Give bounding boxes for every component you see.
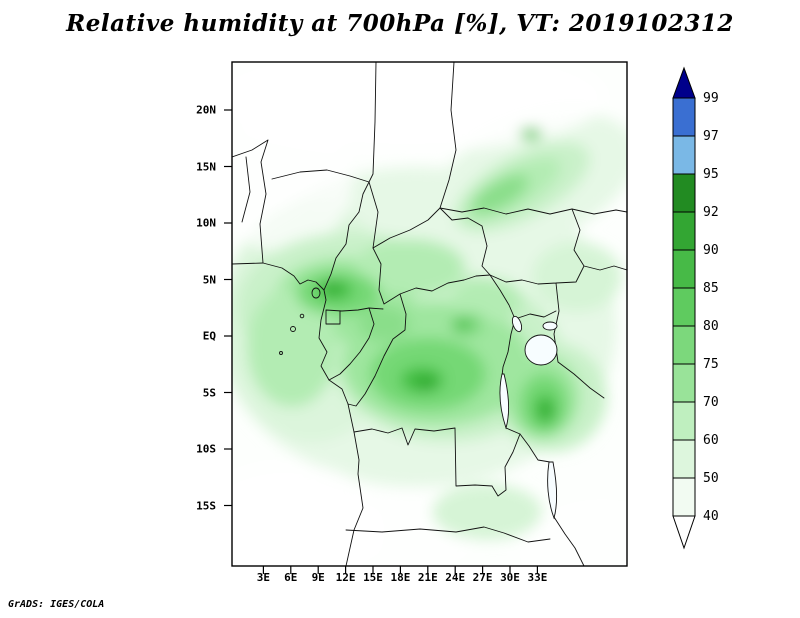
lon-label: 15E bbox=[363, 571, 383, 584]
colorbar-arrow-up bbox=[672, 66, 696, 99]
colorbar-label: 97 bbox=[703, 129, 719, 144]
coastline bbox=[232, 262, 364, 566]
colorbar-segment bbox=[672, 97, 696, 137]
colorbar-label: 50 bbox=[703, 471, 719, 486]
principe-island bbox=[299, 313, 305, 319]
colorbar-label: 85 bbox=[703, 281, 719, 296]
colorbar-segment bbox=[672, 249, 696, 289]
colorbar-label: 99 bbox=[703, 91, 719, 106]
islands bbox=[279, 287, 321, 355]
lon-label: 33E bbox=[527, 571, 548, 584]
map-border bbox=[231, 61, 628, 567]
colorbar: 99 97 95 92 90 85 80 75 70 60 50 40 bbox=[672, 66, 719, 550]
lake-albert bbox=[511, 315, 523, 333]
colorbar-label: 60 bbox=[703, 433, 719, 448]
lakes bbox=[499, 315, 558, 520]
attribution: GrADS: IGES/COLA bbox=[8, 599, 105, 610]
lat-axis: 20N 15N 10N 5N EQ 5S 10S 15S bbox=[178, 62, 224, 566]
annobon-island bbox=[279, 351, 283, 355]
lake-malawi bbox=[547, 461, 558, 520]
lat-label: 5S bbox=[202, 386, 216, 399]
colorbar-segment bbox=[672, 287, 696, 327]
colorbar-segment bbox=[672, 173, 696, 213]
borders-central bbox=[325, 207, 491, 407]
colorbar-segment bbox=[672, 363, 696, 403]
lon-label: 12E bbox=[335, 571, 356, 584]
colorbar-label: 75 bbox=[703, 357, 719, 372]
colorbar-label: 90 bbox=[703, 243, 719, 258]
lake-kyoga bbox=[542, 321, 558, 331]
borders-west bbox=[232, 62, 377, 291]
colorbar-label: 92 bbox=[703, 205, 719, 220]
humidity-shading bbox=[232, 62, 627, 566]
lon-label: 21E bbox=[417, 571, 438, 584]
colorbar-label: 80 bbox=[703, 319, 719, 334]
lat-label: 5N bbox=[202, 273, 216, 286]
colorbar-arrow-down bbox=[672, 515, 696, 550]
lat-label: 15N bbox=[196, 160, 216, 173]
lat-label: 10S bbox=[196, 442, 216, 456]
borders-north bbox=[368, 62, 627, 249]
plot-title: Relative humidity at 700hPa [%], VT: 201… bbox=[66, 10, 734, 37]
lat-label: 20N bbox=[196, 103, 216, 117]
lon-label: 24E bbox=[445, 571, 466, 584]
lon-label: 18E bbox=[390, 571, 411, 584]
lon-label: 9E bbox=[311, 571, 325, 584]
sao-tome-island bbox=[290, 326, 296, 332]
map-canvas bbox=[224, 61, 628, 574]
colorbar-label: 70 bbox=[703, 395, 719, 410]
colorbar-segment bbox=[672, 401, 696, 441]
colorbar-segment bbox=[672, 135, 696, 175]
bioko-island bbox=[311, 287, 321, 299]
borders-south bbox=[345, 427, 551, 543]
lat-label: 10N bbox=[196, 216, 216, 230]
lat-label: EQ bbox=[202, 329, 216, 343]
lake-tanganyika bbox=[499, 373, 510, 430]
axis-ticks bbox=[224, 109, 538, 574]
country-borders bbox=[232, 62, 627, 566]
lon-label: 30E bbox=[500, 571, 520, 584]
lat-label: 15S bbox=[196, 499, 216, 512]
colorbar-segment bbox=[672, 325, 696, 365]
colorbar-label: 95 bbox=[703, 167, 719, 182]
colorbar-label: 40 bbox=[703, 509, 719, 524]
map-frame bbox=[224, 61, 628, 574]
colorbar-segment bbox=[672, 211, 696, 251]
colorbar-segment bbox=[672, 439, 696, 479]
lon-label: 3E bbox=[256, 571, 271, 584]
lon-label: 6E bbox=[284, 571, 298, 584]
lon-label: 27E bbox=[472, 571, 493, 584]
lon-axis: 3E 6E 9E 12E 15E 18E 21E 24E 27E 30E 33E bbox=[232, 571, 627, 587]
colorbar-segment bbox=[672, 477, 696, 517]
borders-east bbox=[489, 208, 627, 566]
lake-victoria bbox=[524, 334, 558, 366]
